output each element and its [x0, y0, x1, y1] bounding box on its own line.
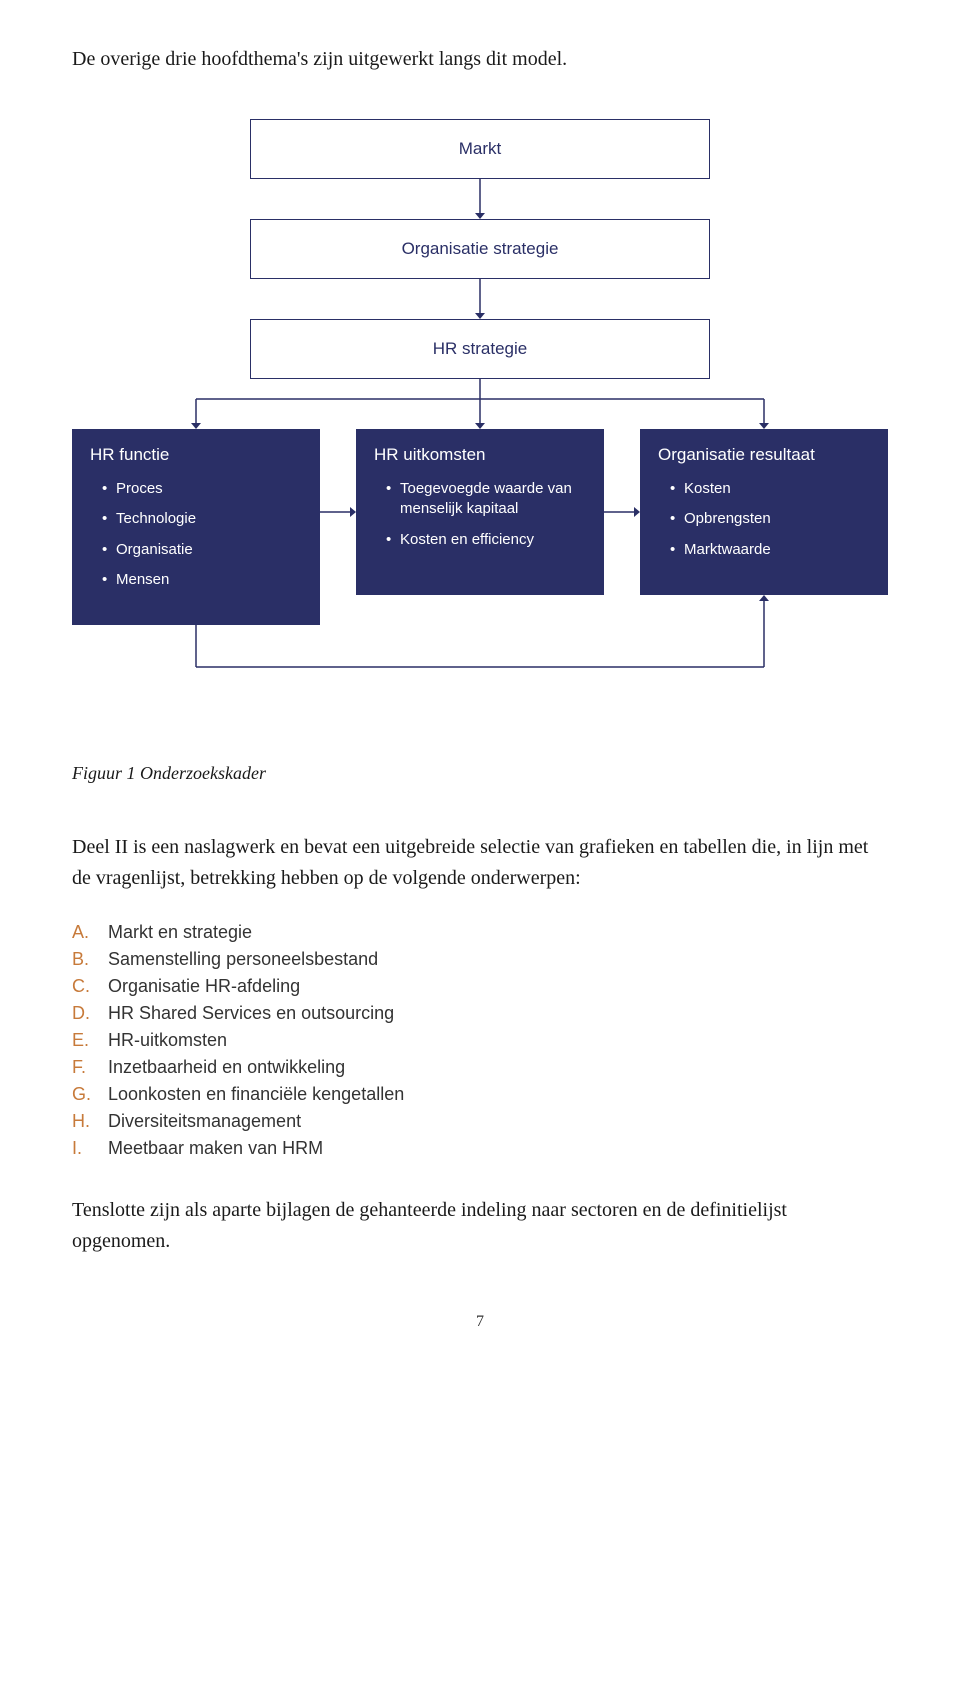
list-label: Organisatie HR-afdeling — [108, 976, 300, 997]
list-item: E. HR-uitkomsten — [72, 1030, 888, 1051]
flowchart-diagram: Markt Organisatie strategie HR strategie… — [72, 119, 888, 739]
node-title: HR functie — [90, 445, 302, 465]
node-label: HR strategie — [433, 339, 527, 359]
list-item: C. Organisatie HR-afdeling — [72, 976, 888, 997]
list-item: I. Meetbaar maken van HRM — [72, 1138, 888, 1159]
list-item: G. Loonkosten en financiële kengetallen — [72, 1084, 888, 1105]
node-items: Toegevoegde waarde van menselijk kapitaa… — [374, 479, 586, 550]
list-label: HR Shared Services en outsourcing — [108, 1003, 394, 1024]
list-label: Inzetbaarheid en ontwikkeling — [108, 1057, 345, 1078]
list-label: Meetbaar maken van HRM — [108, 1138, 323, 1159]
list-letter: G. — [72, 1084, 94, 1105]
node-item: Kosten — [670, 479, 870, 499]
list-letter: H. — [72, 1111, 94, 1132]
list-label: Markt en strategie — [108, 922, 252, 943]
closing-paragraph: Tenslotte zijn als aparte bijlagen de ge… — [72, 1195, 888, 1257]
list-letter: C. — [72, 976, 94, 997]
list-label: Diversiteitsmanagement — [108, 1111, 301, 1132]
figure-caption: Figuur 1 Onderzoekskader — [72, 763, 888, 784]
node-items: Proces Technologie Organisatie Mensen — [90, 479, 302, 590]
list-item: F. Inzetbaarheid en ontwikkeling — [72, 1057, 888, 1078]
node-item: Marktwaarde — [670, 540, 870, 560]
list-letter: A. — [72, 922, 94, 943]
node-label: Markt — [459, 139, 502, 159]
node-item: Technologie — [102, 509, 302, 529]
node-title: Organisatie resultaat — [658, 445, 870, 465]
list-letter: D. — [72, 1003, 94, 1024]
node-hr-functie: HR functie Proces Technologie Organisati… — [72, 429, 320, 625]
list-item: D. HR Shared Services en outsourcing — [72, 1003, 888, 1024]
node-hr-uitkomsten: HR uitkomsten Toegevoegde waarde van men… — [356, 429, 604, 595]
node-organisatie-resultaat: Organisatie resultaat Kosten Opbrengsten… — [640, 429, 888, 595]
list-item: A. Markt en strategie — [72, 922, 888, 943]
node-item: Toegevoegde waarde van menselijk kapitaa… — [386, 479, 586, 520]
node-title: HR uitkomsten — [374, 445, 586, 465]
node-hr-strategie: HR strategie — [250, 319, 710, 379]
node-markt: Markt — [250, 119, 710, 179]
list-label: HR-uitkomsten — [108, 1030, 227, 1051]
node-label: Organisatie strategie — [402, 239, 559, 259]
list-letter: E. — [72, 1030, 94, 1051]
list-item: B. Samenstelling personeelsbestand — [72, 949, 888, 970]
intro-text: De overige drie hoofdthema's zijn uitgew… — [72, 48, 888, 71]
node-item: Kosten en efficiency — [386, 530, 586, 550]
topic-list: A. Markt en strategie B. Samenstelling per… — [72, 922, 888, 1159]
node-item: Mensen — [102, 570, 302, 590]
list-label: Loonkosten en financiële kengetallen — [108, 1084, 404, 1105]
page-number: 7 — [72, 1313, 888, 1331]
node-item: Opbrengsten — [670, 509, 870, 529]
node-item: Organisatie — [102, 540, 302, 560]
list-letter: F. — [72, 1057, 94, 1078]
node-item: Proces — [102, 479, 302, 499]
node-organisatie-strategie: Organisatie strategie — [250, 219, 710, 279]
list-item: H. Diversiteitsmanagement — [72, 1111, 888, 1132]
list-letter: B. — [72, 949, 94, 970]
list-letter: I. — [72, 1138, 94, 1159]
node-items: Kosten Opbrengsten Marktwaarde — [658, 479, 870, 560]
list-label: Samenstelling personeelsbestand — [108, 949, 378, 970]
body-paragraph: Deel II is een naslagwerk en bevat een u… — [72, 832, 888, 894]
